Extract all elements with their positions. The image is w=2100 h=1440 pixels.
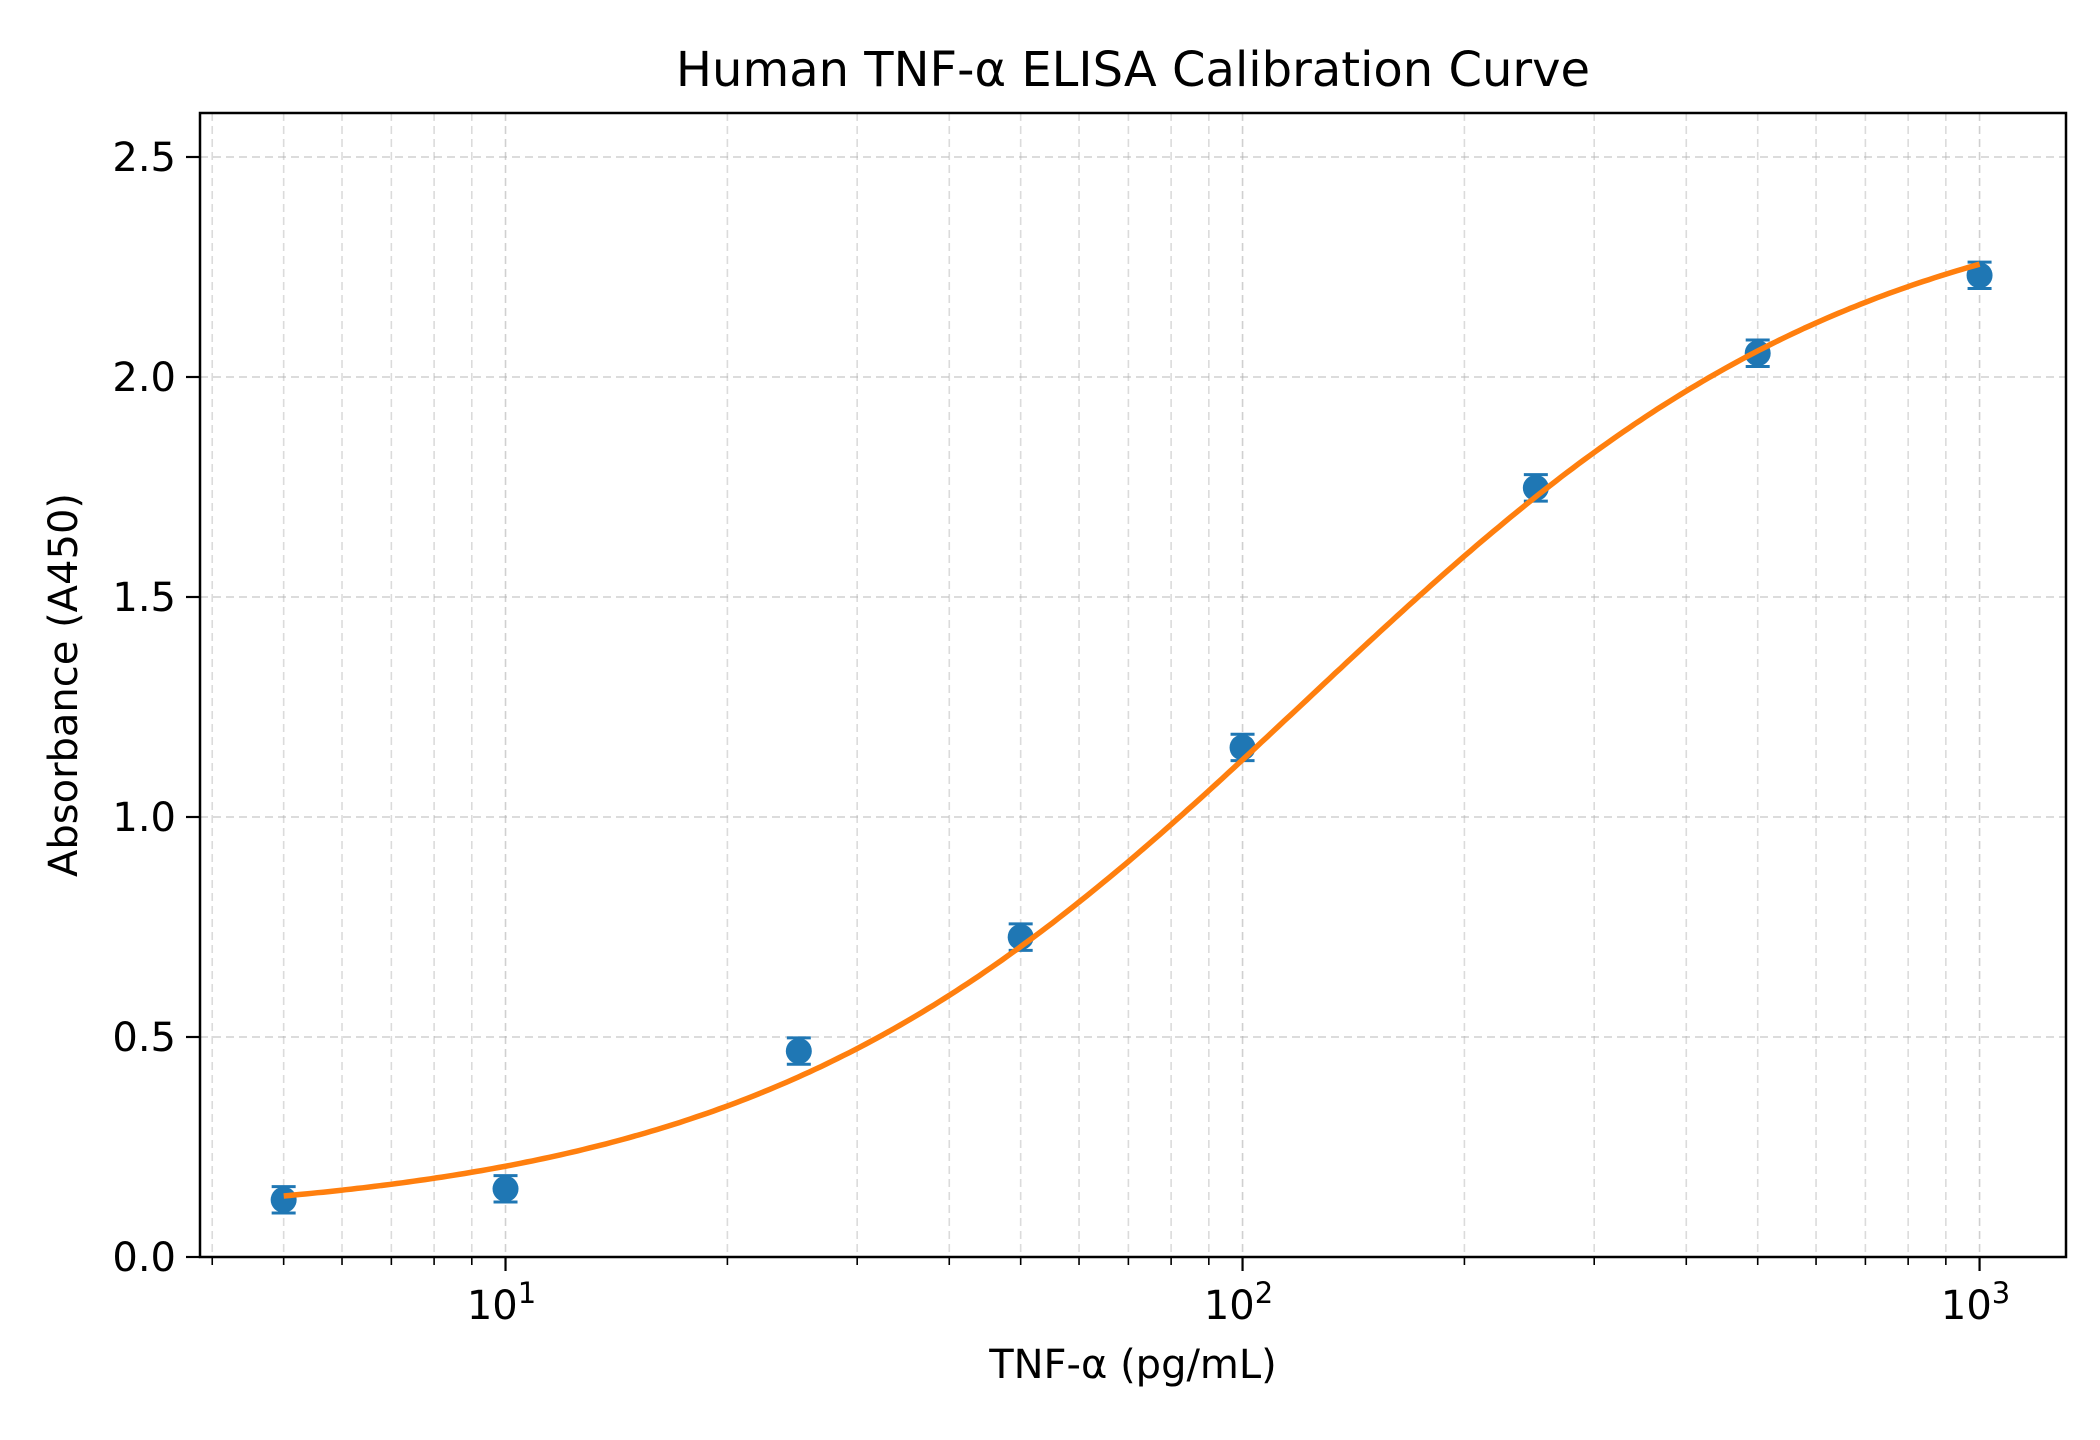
y-tick-label: 1.0 (112, 795, 176, 841)
data-point (785, 1036, 812, 1066)
x-tick-label: 101 (467, 1276, 536, 1329)
y-tick-label: 2.5 (112, 135, 176, 181)
y-tick-label: 2.0 (112, 355, 176, 401)
y-tick-label: 0.0 (112, 1235, 176, 1281)
data-marker (270, 1186, 297, 1213)
x-tick-label: 103 (1941, 1276, 2010, 1329)
data-marker (785, 1038, 812, 1065)
data-point (492, 1174, 519, 1204)
y-tick-label: 0.5 (112, 1015, 176, 1061)
grid (200, 113, 2066, 1258)
axes-frame (198, 111, 2068, 1259)
x-axis-label: TNF-α (pg/mL) (988, 1342, 1277, 1388)
ticks: 101 102 103 0.0 0.5 1.0 1.5 2.0 2.5 (112, 135, 2010, 1329)
plot-marks (270, 260, 1993, 1215)
y-tick-label: 1.5 (112, 575, 176, 621)
chart-title: Human TNF-α ELISA Calibration Curve (676, 42, 1590, 98)
x-tick-label: 102 (1204, 1276, 1273, 1329)
data-point (270, 1185, 297, 1215)
fit-curve (283, 261, 1981, 1199)
data-marker (492, 1175, 519, 1202)
y-axis-label: Absorbance (A450) (41, 493, 87, 877)
